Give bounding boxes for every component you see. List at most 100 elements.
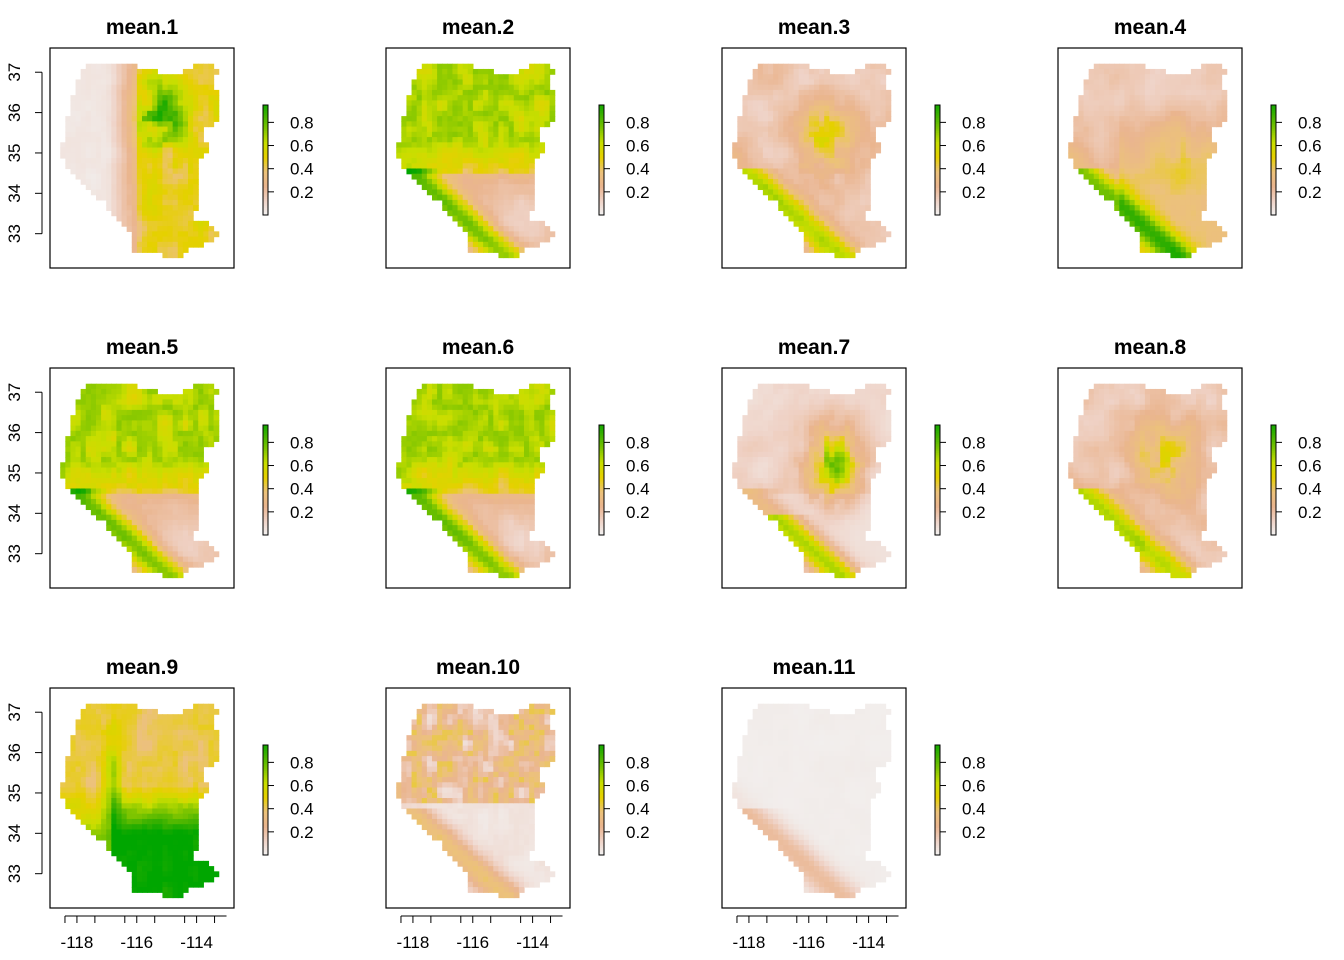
raster-cell [457,493,464,500]
raster-cell [152,184,158,191]
raster-cell [167,194,174,201]
raster-cell [1093,110,1100,117]
raster-cell [1098,68,1105,75]
raster-cell [1201,184,1207,191]
raster-cell [157,168,164,175]
raster-cell [462,451,469,458]
raster-cell [1129,142,1136,149]
raster-cell [411,478,418,484]
raster-cell [529,126,535,133]
raster-cell [182,409,189,416]
raster-cell [839,173,846,180]
raster-cell [860,152,866,159]
raster-cell [1083,110,1090,117]
raster-cell [1129,194,1136,201]
raster-cell [524,168,530,175]
raster-cell [198,226,204,232]
raster-cell [432,79,438,86]
raster-cell [75,121,82,128]
raster-cell [467,415,474,421]
raster-cell [539,116,546,122]
raster-cell [182,451,189,458]
raster-cell [442,184,448,191]
raster-cell [65,152,72,159]
raster-cell [472,530,479,537]
raster-cell [1175,236,1182,243]
raster-cell [503,231,510,238]
legend-tick-label: 0.4 [1298,160,1322,179]
raster-cell [167,152,174,159]
raster-cell [865,199,871,206]
raster-cell [829,178,836,185]
raster-cell [462,446,469,453]
raster-cell [172,142,179,149]
raster-cell [839,79,846,86]
raster-cell [121,173,128,180]
raster-cell [80,425,87,432]
raster-cell [488,105,494,112]
raster-cell [447,530,454,537]
raster-cell [478,388,484,395]
raster-cell [198,100,204,107]
raster-cell [834,163,841,170]
raster-cell [90,68,97,75]
raster-cell [488,163,494,170]
raster-cell [854,168,861,175]
raster-cell [182,210,189,217]
raster-cell [508,105,515,112]
raster-cell [793,147,800,154]
raster-cell [1185,168,1192,175]
raster-cell [432,441,438,448]
raster-cell [752,121,759,128]
raster-cell [467,100,474,107]
raster-cell [834,84,841,91]
raster-cell [457,399,464,406]
raster-cell [472,236,479,243]
raster-cell [142,488,148,495]
raster-cell [870,226,876,232]
raster-cell [1206,220,1212,227]
legend-swatch [263,443,268,446]
raster-cell [778,194,784,201]
raster-cell [824,194,830,201]
raster-cell [1165,184,1172,191]
raster-cell [757,163,764,170]
raster-cell [1150,199,1156,206]
raster-cell [136,483,143,490]
raster-cell [844,194,851,201]
raster-cell [834,79,841,86]
raster-cell [121,409,128,416]
raster-cell [1129,184,1136,191]
raster-cell [808,74,815,81]
raster-cell [401,131,408,138]
raster-cell [152,388,158,395]
raster-cell [147,404,153,411]
raster-cell [147,74,153,81]
raster-cell [167,509,174,516]
raster-cell [1139,126,1146,133]
legend-swatch [1271,191,1276,194]
raster-cell [198,131,204,138]
raster-cell [442,147,448,154]
raster-cell [472,399,479,406]
raster-cell [829,241,836,248]
raster-cell [457,121,464,128]
raster-cell [152,210,158,217]
raster-cell [870,116,876,122]
raster-cell [829,84,836,91]
raster-cell [421,152,428,159]
raster-cell [432,152,438,159]
raster-cell [1114,105,1120,112]
raster-cell [1180,205,1187,211]
raster-cell [793,199,800,206]
raster-cell [437,189,443,196]
raster-cell [126,530,133,537]
raster-cell [157,540,164,547]
raster-cell [1165,89,1172,96]
raster-cell [432,105,438,112]
raster-cell [814,110,820,117]
raster-cell [1144,110,1151,117]
raster-cell [457,95,464,101]
raster-cell [752,152,759,159]
raster-cell [208,226,215,232]
